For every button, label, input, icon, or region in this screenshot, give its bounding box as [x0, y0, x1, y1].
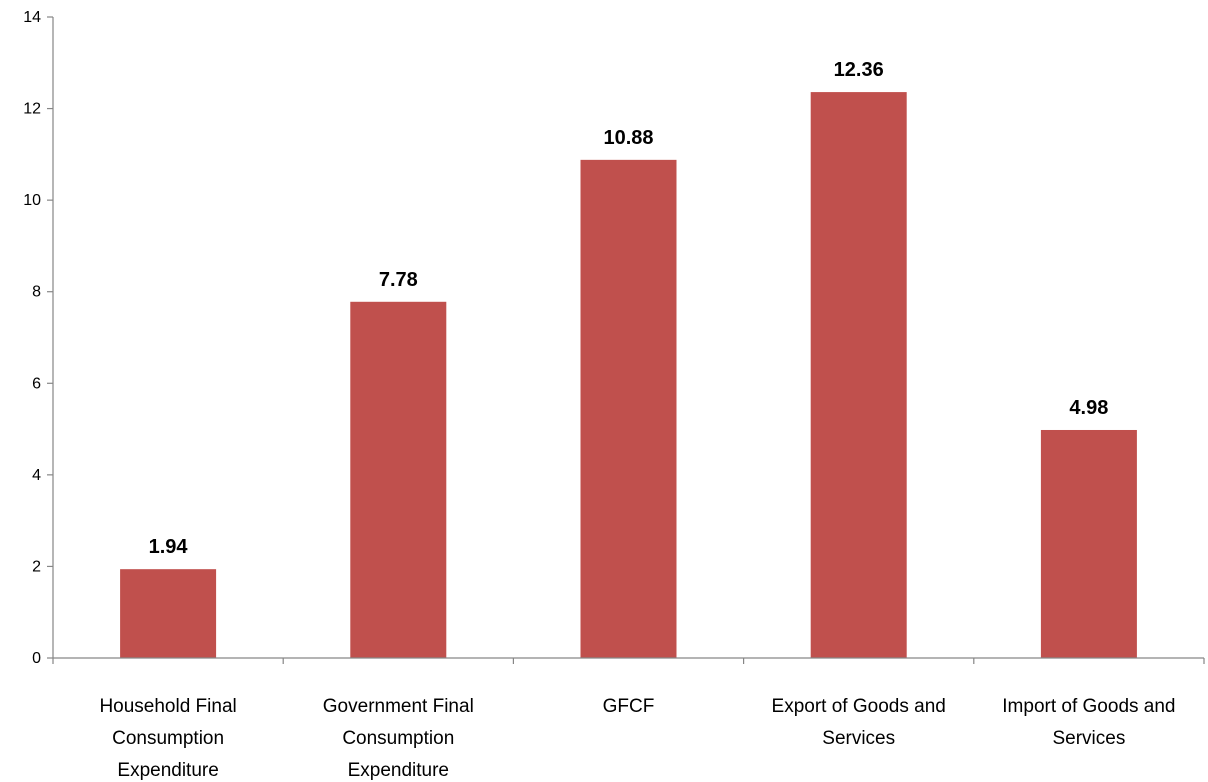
x-category-label-line: Expenditure — [348, 760, 449, 781]
y-tick-label: 0 — [32, 650, 41, 667]
x-category-label-line: GFCF — [603, 696, 655, 717]
data-label: 10.88 — [603, 127, 653, 149]
x-category-label-line: Expenditure — [117, 760, 218, 781]
bars-layer — [120, 92, 1137, 659]
y-tick-label: 8 — [32, 284, 41, 301]
y-tick-label: 10 — [23, 192, 41, 209]
bar — [350, 301, 447, 658]
y-tick-label: 14 — [23, 9, 41, 26]
x-category-label-line: Services — [822, 728, 895, 749]
x-category-label-line: Export of Goods and — [772, 696, 946, 717]
axes-layer — [47, 16, 1205, 664]
x-category-label: Household Final Consumption Expenditure — [99, 696, 236, 781]
y-tick-label: 2 — [32, 558, 41, 575]
y-tick-label: 12 — [23, 101, 41, 118]
y-tick-label: 4 — [32, 467, 41, 484]
x-category-label-line: Import of Goods and — [1002, 696, 1175, 717]
x-category-label-line: Government Final — [323, 696, 474, 717]
data-label: 1.94 — [149, 536, 189, 558]
x-category-label: Government Final Consumption Expenditure — [323, 696, 474, 781]
x-category-label: Import of Goods and Services — [1002, 696, 1175, 749]
x-category-label-line: Consumption — [342, 728, 454, 749]
bar — [120, 569, 217, 658]
x-category-label: GFCF — [603, 696, 655, 717]
data-label: 4.98 — [1069, 397, 1108, 419]
bar — [580, 159, 677, 658]
data-label: 12.36 — [834, 59, 884, 81]
bar — [1040, 429, 1137, 658]
labels-layer: 0 2 4 6 8 10 12 14 1.94 Household Final Consumptio… — [23, 9, 1175, 781]
x-category-label-line: Services — [1052, 728, 1125, 749]
x-category-label: Export of Goods and Services — [772, 696, 946, 749]
x-category-label-line: Household Final — [99, 696, 236, 717]
y-tick-label: 6 — [32, 375, 41, 392]
bar — [810, 92, 907, 659]
data-label: 7.78 — [379, 269, 418, 291]
x-category-label-line: Consumption — [112, 728, 224, 749]
